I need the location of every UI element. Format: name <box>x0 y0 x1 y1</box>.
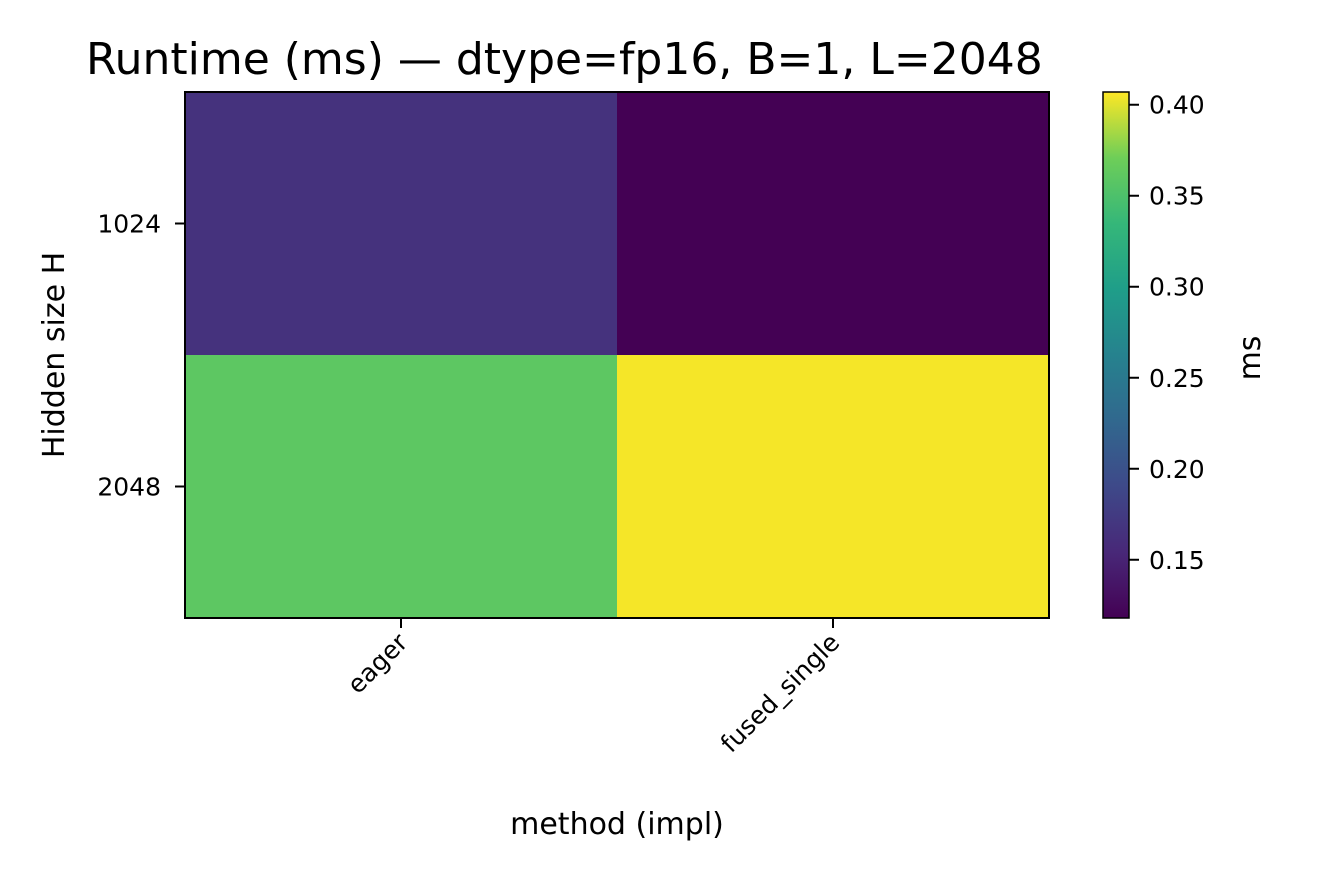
colorbar-tick-label: 0.40 <box>1149 91 1205 120</box>
x-tick-label: eager <box>342 627 414 699</box>
colorbar-tick-label: 0.25 <box>1149 364 1205 393</box>
heatmap-cell <box>185 355 618 619</box>
plot-frame <box>184 91 1050 619</box>
colorbar-tick-label: 0.35 <box>1149 182 1205 211</box>
heatmap-cell <box>617 355 1050 619</box>
heatmap-cell <box>617 92 1050 356</box>
colorbar-tick-label: 0.20 <box>1149 455 1205 484</box>
colorbar-tick-label: 0.30 <box>1149 273 1205 302</box>
x-axis-label: method (impl) <box>510 807 724 842</box>
y-axis-ticks: 1024 2048 <box>97 210 185 502</box>
colorbar-label: ms <box>1233 336 1268 381</box>
x-axis-ticks: eager fused_single <box>342 618 845 758</box>
y-axis-label: Hidden size H <box>37 252 72 458</box>
y-tick-label: 2048 <box>97 473 161 502</box>
heatmap-cells <box>185 92 1050 619</box>
x-tick-label: fused_single <box>715 628 845 758</box>
heatmap-cell <box>185 92 618 356</box>
colorbar-ticks: 0.15 0.20 0.25 0.30 0.35 0.40 <box>1129 91 1205 575</box>
colorbar <box>1102 91 1130 619</box>
y-tick-label: 1024 <box>97 210 161 239</box>
chart-title: Runtime (ms) — dtype=fp16, B=1, L=2048 <box>86 34 1043 85</box>
colorbar-tick-label: 0.15 <box>1149 546 1205 575</box>
